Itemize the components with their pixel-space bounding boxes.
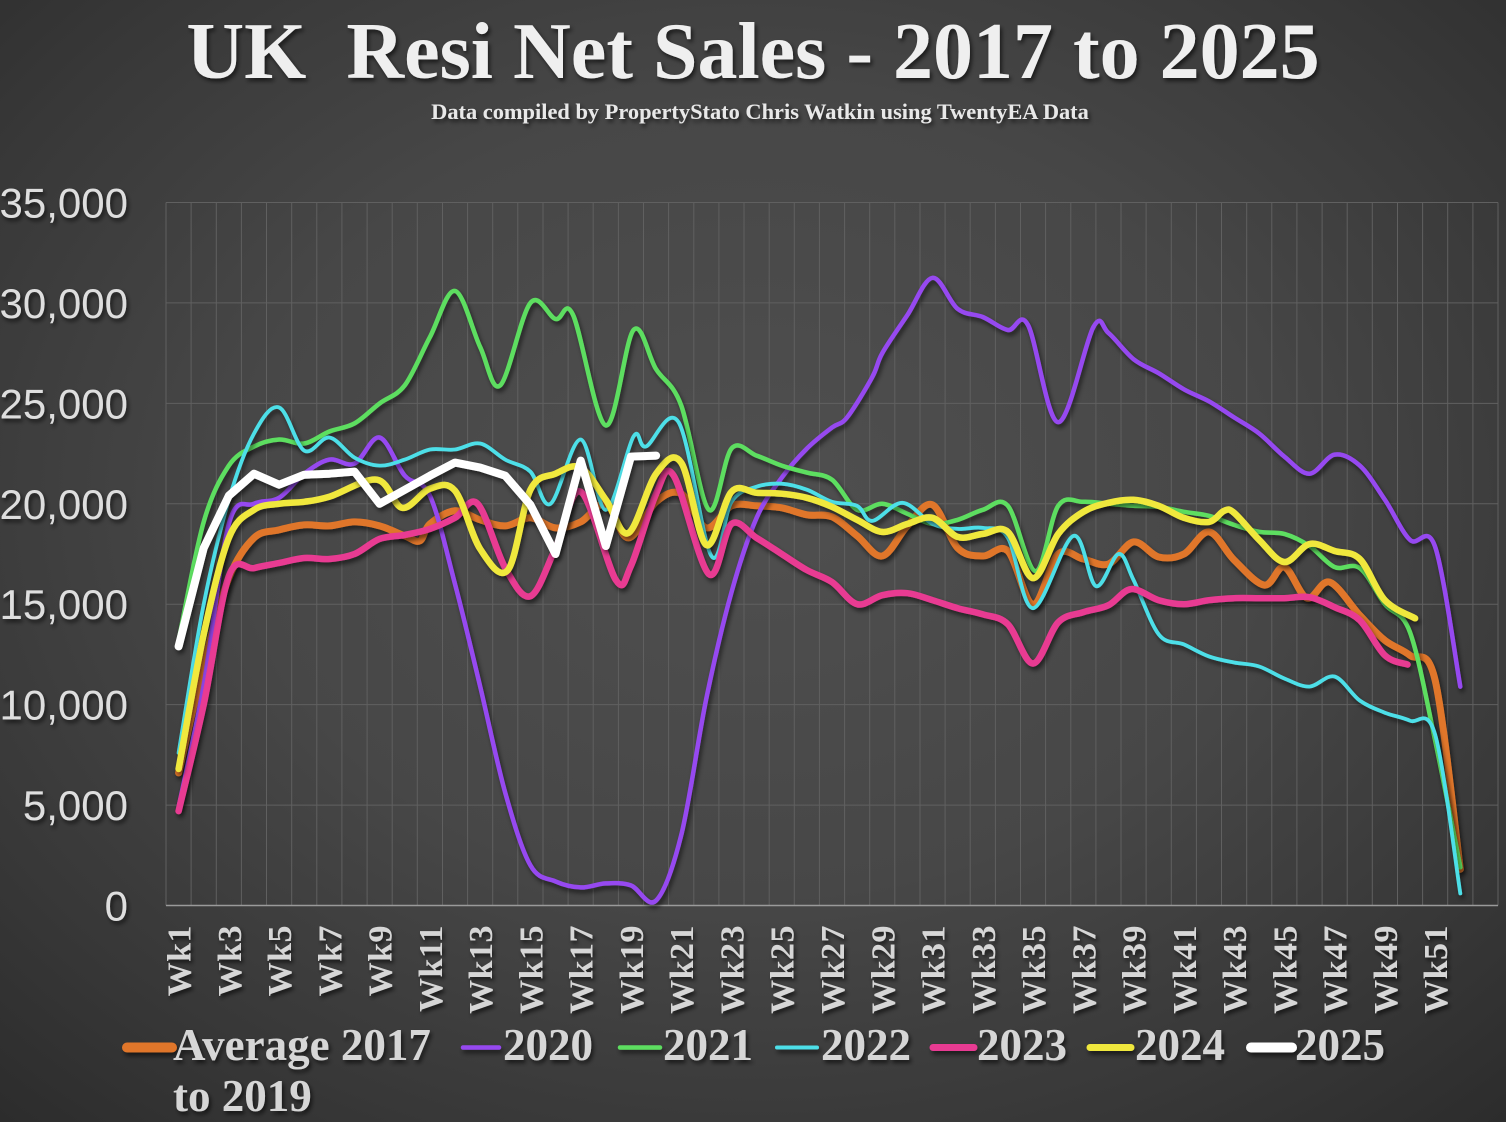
svg-text:to 2019: to 2019 <box>173 1071 312 1121</box>
svg-text:Data compiled by PropertyStato: Data compiled by PropertyStato Chris Wat… <box>431 99 1089 124</box>
svg-text:Wk25: Wk25 <box>765 925 802 1014</box>
svg-text:Wk37: Wk37 <box>1066 925 1103 1014</box>
svg-text:Wk47: Wk47 <box>1318 925 1355 1014</box>
svg-text:2024: 2024 <box>1135 1020 1225 1070</box>
svg-text:Wk7: Wk7 <box>312 925 349 996</box>
svg-text:Wk51: Wk51 <box>1418 925 1455 1014</box>
svg-text:2021: 2021 <box>663 1020 753 1070</box>
svg-text:Wk15: Wk15 <box>513 925 550 1014</box>
svg-text:30,000: 30,000 <box>0 280 128 327</box>
svg-text:Wk1: Wk1 <box>162 925 199 996</box>
svg-text:Wk9: Wk9 <box>363 925 400 996</box>
svg-text:UK Resi Net Sales - 2017 to 2: UK Resi Net Sales - 2017 to 2025 <box>186 8 1319 96</box>
svg-text:Wk41: Wk41 <box>1167 925 1204 1014</box>
svg-text:Wk23: Wk23 <box>715 925 752 1014</box>
svg-text:Wk5: Wk5 <box>262 925 299 996</box>
svg-text:Wk39: Wk39 <box>1117 925 1154 1014</box>
svg-text:2022: 2022 <box>821 1020 911 1070</box>
svg-text:25,000: 25,000 <box>0 380 128 427</box>
svg-text:Wk27: Wk27 <box>815 925 852 1014</box>
svg-text:Wk33: Wk33 <box>966 925 1003 1014</box>
svg-text:Wk31: Wk31 <box>916 925 953 1014</box>
svg-text:10,000: 10,000 <box>0 682 128 729</box>
svg-text:Wk29: Wk29 <box>865 925 902 1014</box>
svg-text:Wk43: Wk43 <box>1217 925 1254 1014</box>
svg-text:Wk35: Wk35 <box>1016 925 1053 1014</box>
svg-text:Wk49: Wk49 <box>1368 925 1405 1014</box>
svg-text:20,000: 20,000 <box>0 481 128 528</box>
svg-text:Wk3: Wk3 <box>212 925 249 996</box>
svg-text:Wk45: Wk45 <box>1267 925 1304 1014</box>
svg-text:Average 2017: Average 2017 <box>173 1020 431 1070</box>
svg-text:2023: 2023 <box>977 1020 1067 1070</box>
svg-text:5,000: 5,000 <box>23 782 128 829</box>
svg-text:Wk11: Wk11 <box>413 925 450 1012</box>
svg-text:Wk17: Wk17 <box>564 925 601 1014</box>
svg-text:Wk13: Wk13 <box>463 925 500 1014</box>
svg-text:2020: 2020 <box>503 1020 593 1070</box>
svg-text:35,000: 35,000 <box>0 180 128 227</box>
svg-text:2025: 2025 <box>1295 1020 1385 1070</box>
svg-text:0: 0 <box>105 883 128 930</box>
svg-text:Wk19: Wk19 <box>614 925 651 1014</box>
svg-text:15,000: 15,000 <box>0 581 128 628</box>
svg-text:Wk21: Wk21 <box>664 925 701 1014</box>
